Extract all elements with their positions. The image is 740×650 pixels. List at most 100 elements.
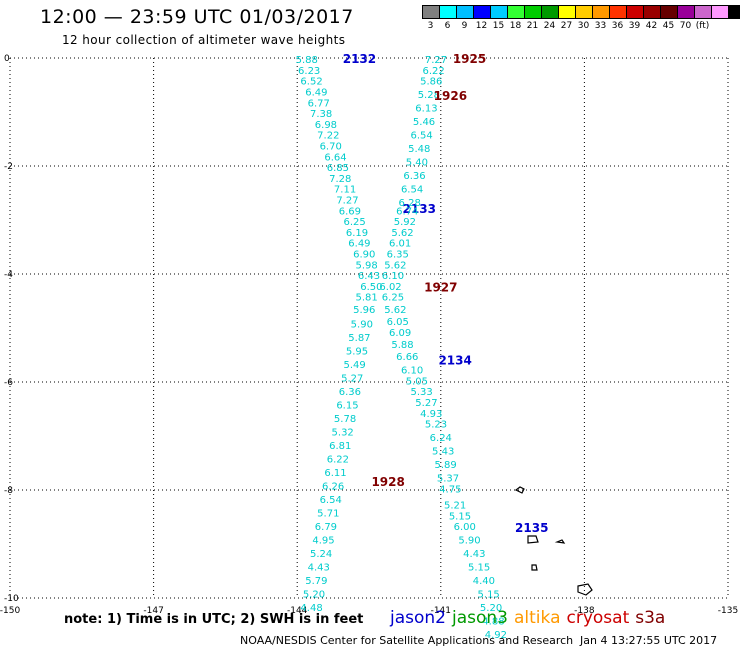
wave-height-value: 6.05 (387, 317, 409, 328)
wave-height-value: 6.36 (339, 387, 361, 398)
wave-height-value: 6.10 (401, 366, 423, 377)
colorbar-label: 3 (427, 21, 434, 31)
wave-height-value: 6.15 (336, 401, 358, 412)
wave-height-value: 6.49 (305, 87, 327, 98)
legend-jason2: jason2 (390, 608, 446, 628)
wave-height-value: 6.54 (320, 495, 342, 506)
wave-height-value: 5.71 (317, 509, 339, 520)
wave-height-value: 5.27 (341, 374, 363, 385)
wave-height-value: 6.90 (353, 249, 375, 260)
wave-height-value: 6.50 (360, 282, 382, 293)
wave-height-value: 6.49 (348, 239, 370, 250)
pass-time-label: 1927 (424, 281, 457, 295)
wave-height-value: 7.38 (310, 109, 332, 120)
x-tick-label: -138 (574, 606, 595, 616)
colorbar-label: 12 (475, 21, 488, 31)
wave-height-value: 5.88 (391, 340, 413, 351)
chart-subtitle: 12 hour collection of altimeter wave hei… (62, 33, 346, 47)
wave-height-value: 5.28 (418, 90, 440, 101)
pass-time-label: 1925 (453, 52, 486, 66)
colorbar-label: 70 (679, 21, 692, 31)
wave-height-value: 6.26 (322, 482, 344, 493)
wave-height-value: 6.64 (324, 152, 346, 163)
wave-height-value: 5.89 (434, 460, 456, 471)
wave-height-value: 6.35 (387, 249, 409, 260)
wave-height-value: 4.40 (473, 576, 495, 587)
colorbar-label: 30 (577, 21, 590, 31)
wave-height-value: 6.36 (403, 171, 425, 182)
wave-height-value: 6.24 (430, 433, 452, 444)
wave-height-value: 6.52 (300, 77, 322, 88)
wave-height-value: 5.49 (344, 360, 366, 371)
wave-height-value: 5.24 (310, 549, 332, 560)
wave-height-value: 5.88 (296, 55, 318, 66)
wave-height-value: 4.92 (485, 630, 507, 641)
x-tick-label: -141 (431, 606, 451, 616)
legend-altika: altika (514, 608, 561, 628)
wave-height-value: 7.28 (329, 174, 351, 185)
x-tick-label: -150 (0, 606, 20, 616)
legend-jason3: jason3 (452, 608, 508, 628)
wave-height-value: 6.25 (382, 293, 404, 304)
satellite-legend: jason2 jason3 altika cryosat s3a (390, 608, 671, 628)
wave-height-value: 5.15 (468, 563, 490, 574)
wave-height-value: 6.00 (454, 522, 476, 533)
colorbar-label: 6 (444, 21, 451, 31)
wave-height-value: 6.10 (382, 271, 404, 282)
wave-height-value: 5.33 (411, 387, 433, 398)
wave-height-value: 5.23 (425, 420, 447, 431)
pass-time-label: 1926 (434, 89, 467, 103)
wave-height-value: 5.62 (391, 228, 413, 239)
wave-height-value: 6.13 (415, 104, 437, 115)
wave-height-value: 5.62 (384, 260, 406, 271)
y-tick-label: -8 (4, 486, 13, 496)
chart-title: 12:00 — 23:59 UTC 01/03/2017 (40, 6, 354, 28)
colorbar-label: (ft) (695, 21, 710, 31)
colorbar-label: 21 (526, 21, 539, 31)
pass-time-label: 2134 (438, 353, 471, 367)
wave-height-value: 6.02 (379, 282, 401, 293)
wave-height-value: 6.25 (344, 217, 366, 228)
colorbar-label: 24 (543, 21, 556, 31)
wave-height-value: 5.21 (444, 501, 466, 512)
wave-height-value: 5.15 (449, 511, 471, 522)
wave-height-value: 6.54 (401, 185, 423, 196)
wave-height-value: 6.43 (358, 271, 380, 282)
pass-time-label: 2133 (403, 202, 436, 216)
wave-height-value: 4.95 (312, 536, 334, 547)
wave-height-value: 5.40 (406, 158, 428, 169)
wave-height-value: 7.27 (425, 55, 447, 66)
wave-height-value: 5.46 (413, 117, 435, 128)
wave-height-value: 6.66 (396, 352, 418, 363)
wave-height-value: 6.09 (389, 328, 411, 339)
wave-height-value: 5.90 (351, 320, 373, 331)
wave-height-value: 6.79 (315, 522, 337, 533)
colorbar-label: 33 (594, 21, 607, 31)
island-outline (554, 539, 566, 544)
wave-height-value: 4.93 (420, 409, 442, 420)
wave-height-value: 6.77 (308, 98, 330, 109)
colorbar-cell (728, 5, 740, 19)
wave-height-value: 5.96 (353, 305, 375, 316)
colorbar-label: 36 (611, 21, 624, 31)
wave-height-value: 6.54 (411, 131, 433, 142)
wave-height-value: 7.11 (334, 185, 356, 196)
wave-height-value: 4.48 (300, 603, 322, 614)
wave-height-value: 6.98 (315, 120, 337, 131)
colorbar-label: 42 (645, 21, 658, 31)
wave-height-value: 5.43 (432, 447, 454, 458)
wave-height-value: 5.92 (394, 217, 416, 228)
wave-height-value: 5.20 (480, 603, 502, 614)
wave-height-value: 5.62 (384, 305, 406, 316)
wave-height-value: 5.79 (305, 576, 327, 587)
footer-credit: NOAA/NESDIS Center for Satellite Applica… (240, 634, 574, 647)
colorbar-label: 39 (628, 21, 641, 31)
wave-height-value: 6.28 (399, 198, 421, 209)
pass-time-label: 1928 (371, 475, 404, 489)
y-tick-label: -4 (4, 270, 13, 280)
wave-height-value: 6.69 (339, 206, 361, 217)
wave-height-value: 7.22 (317, 131, 339, 142)
island-outline (514, 486, 525, 494)
y-tick-label: -10 (4, 594, 19, 604)
